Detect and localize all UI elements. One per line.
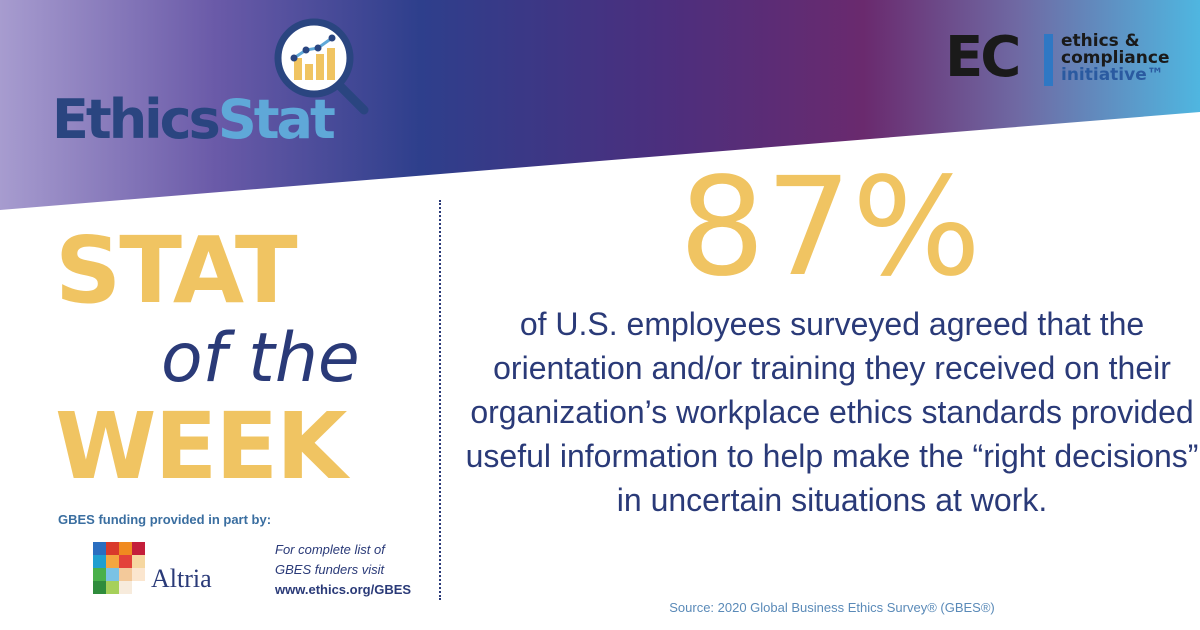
- dotted-divider: [439, 200, 441, 600]
- ethicsstat-wordmark: EthicsStat: [52, 93, 336, 147]
- altria-mosaic-icon: [93, 542, 145, 594]
- funders-note-line-2: GBES funders visit: [275, 562, 385, 577]
- altria-name: Altria: [151, 564, 212, 593]
- source-citation: Source: 2020 Global Business Ethics Surv…: [669, 600, 995, 615]
- funding-label: GBES funding provided in part by:: [58, 512, 272, 527]
- eci-line-1: ethics &: [1061, 31, 1140, 51]
- eci-logo-text: ethics & compliance initiative™: [1061, 33, 1169, 84]
- funders-note-line-1: For complete list of: [275, 542, 385, 557]
- eci-logo-letters: EC: [945, 25, 1021, 90]
- eci-line-3: initiative™: [1061, 65, 1164, 85]
- heading-week: WEEK: [55, 393, 347, 500]
- stat-percentage: 87%: [678, 149, 982, 307]
- ethicsstat-word-ethics: Ethics: [52, 88, 221, 151]
- eci-logo: EC ethics & compliance initiative™: [945, 30, 1185, 92]
- stat-of-the-week-heading: STAT of the WEEK: [55, 225, 385, 493]
- stat-description: of U.S. employees surveyed agreed that t…: [465, 306, 1199, 518]
- funders-url-link[interactable]: www.ethics.org/GBES: [275, 582, 412, 597]
- ethicsstat-word-stat: Stat: [217, 88, 336, 151]
- ethicsstat-logo: EthicsStat: [52, 18, 382, 158]
- magnifier-chart-icon: [274, 18, 369, 115]
- altria-logo: Altria: [93, 542, 253, 602]
- funders-note: For complete list of GBES funders visit …: [275, 540, 411, 600]
- heading-of-the: of the: [161, 319, 360, 398]
- eci-logo-bar: [1044, 34, 1053, 86]
- heading-stat: STAT: [55, 217, 298, 324]
- eci-line-2: compliance: [1061, 48, 1170, 68]
